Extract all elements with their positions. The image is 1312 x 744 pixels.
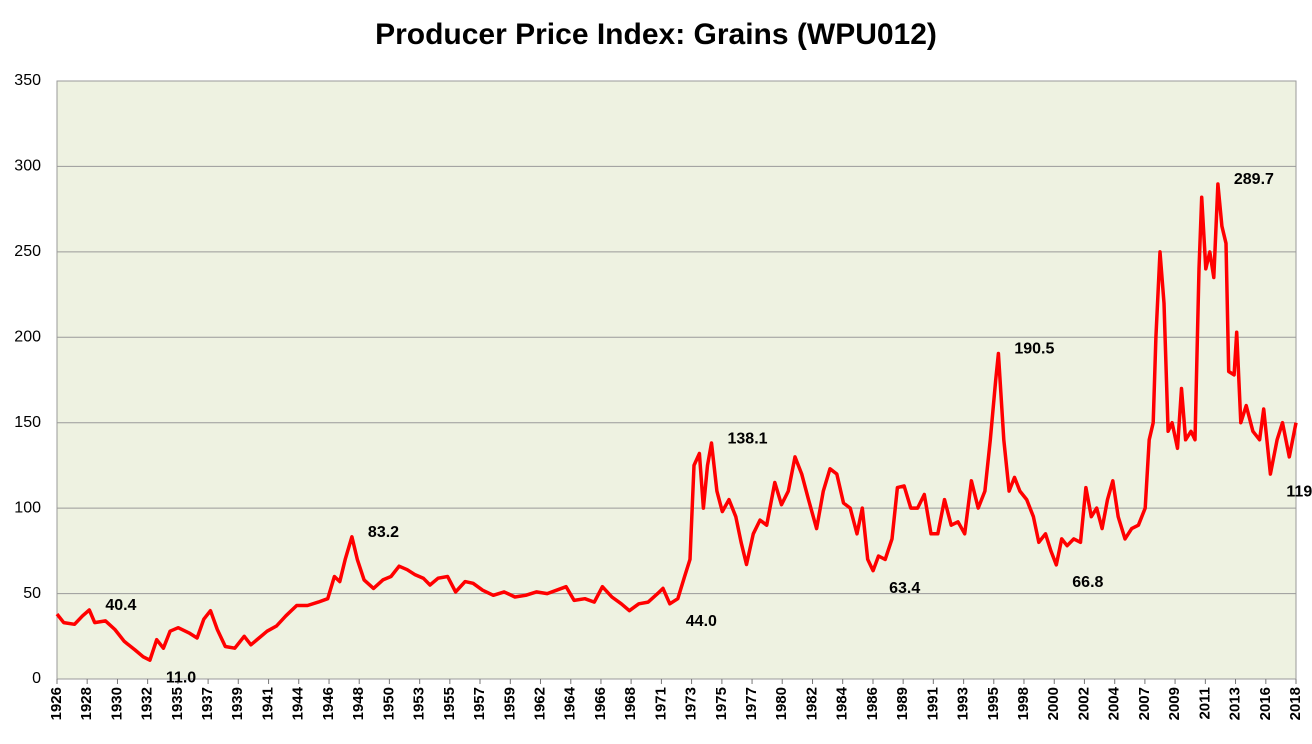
x-tick-label: 2009 [1166,687,1183,720]
x-tick-label: 2000 [1045,687,1062,720]
x-tick-label: 1959 [501,687,518,720]
annotation: 11.0 [166,669,196,686]
annotation: 40.4 [105,597,136,614]
x-tick-label: 1941 [260,687,277,720]
x-tick-label: 2004 [1106,686,1123,720]
x-tick-label: 2011 [1196,687,1213,720]
y-tick-label: 350 [14,72,41,89]
x-tick-label: 1995 [985,687,1002,720]
plot-area [56,80,1297,680]
annotation: 289.7 [1234,171,1274,188]
x-tick-label: 1964 [562,686,579,720]
x-tick-label: 1937 [199,687,216,720]
y-tick-label: 100 [14,499,41,516]
x-tick-label: 1939 [229,687,246,720]
y-tick-label: 0 [32,670,41,687]
x-tick-label: 1980 [773,687,790,720]
x-tick-label: 1948 [350,687,367,720]
annotation: 63.4 [889,580,920,597]
x-tick-label: 2002 [1075,687,1092,720]
x-tick-label: 1953 [411,687,428,720]
x-tick-label: 1944 [290,686,307,720]
x-tick-label: 1991 [924,687,941,720]
x-tick-label: 1973 [683,687,700,720]
annotation: 66.8 [1072,574,1103,591]
x-tick-label: 1968 [622,687,639,720]
x-tick-label: 1982 [803,687,820,720]
x-tick-label: 1966 [592,687,609,720]
x-tick-label: 2018 [1287,687,1304,720]
y-tick-label: 300 [14,158,41,175]
x-tick-label: 1932 [139,687,156,720]
x-tick-label: 1926 [48,687,65,720]
y-tick-label: 250 [14,243,41,260]
x-tick-label: 1986 [864,687,881,720]
x-tick-label: 2013 [1227,687,1244,720]
x-tick-label: 1984 [834,686,851,720]
x-tick-label: 1971 [652,687,669,720]
x-tick-label: 2016 [1257,687,1274,720]
annotation: 119.9 [1286,483,1312,500]
x-tick-label: 1957 [471,687,488,720]
line [55,182,1298,662]
chart-title: Producer Price Index: Grains (WPU012) [375,18,937,51]
x-tick-label: 1962 [531,687,548,720]
x-tick-label: 1950 [380,687,397,720]
x-tick-label: 1993 [955,687,972,720]
x-tick-label: 1977 [743,687,760,720]
y-tick-label: 200 [14,329,41,346]
annotation: 138.1 [728,430,768,447]
x-tick-label: 2007 [1136,687,1153,720]
x-tick-label: 1975 [713,687,730,720]
x-tick-label: 1935 [169,687,186,720]
annotation: 83.2 [368,524,399,541]
y-tick-label: 50 [23,585,41,602]
y-tick-label: 150 [14,414,41,431]
x-tick-label: 1946 [320,687,337,720]
annotation: 44.0 [686,613,717,630]
x-tick-label: 1955 [441,687,458,720]
x-tick-label: 1989 [894,687,911,720]
x-tick-label: 1928 [78,687,95,720]
x-tick-label: 1998 [1015,687,1032,720]
annotation: 190.5 [1014,341,1054,358]
x-tick-label: 1930 [108,687,125,720]
